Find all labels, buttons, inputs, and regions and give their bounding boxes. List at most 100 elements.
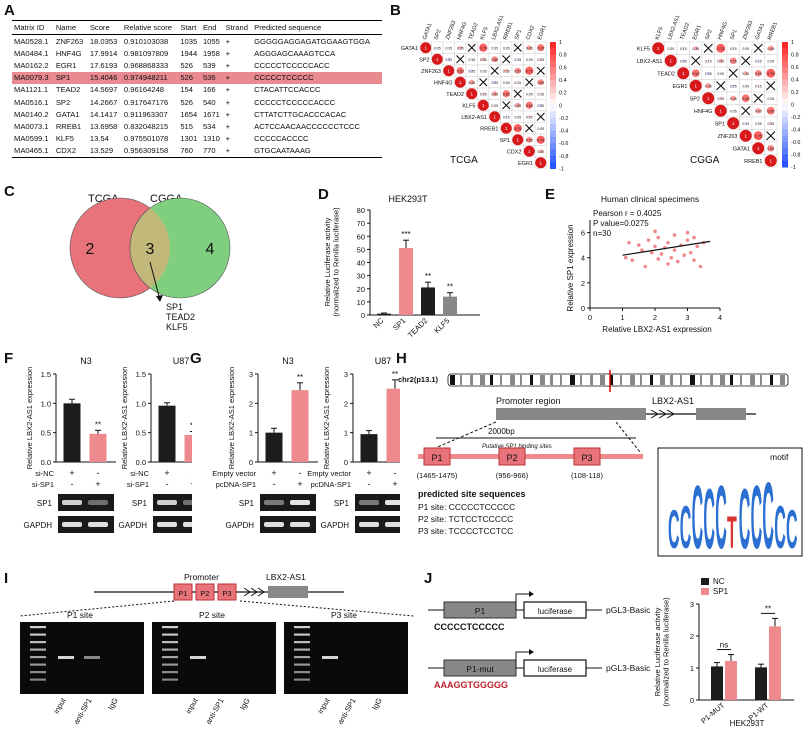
panel-label-h: H: [396, 350, 407, 367]
chromosome-band: [530, 375, 533, 385]
table-cell: MA0079.3: [12, 71, 54, 84]
chart-j-category: P1-MUT: [699, 700, 726, 725]
matrix-value: 0.15: [755, 59, 762, 63]
scatter-chart-e: Human clinical specimens Pearson r = 0.40…: [566, 194, 722, 334]
motif-letter: C: [668, 498, 680, 560]
chip-zoom-left: [19, 600, 175, 617]
promoter-panel-h: chr2(p13.1) Promoter region LBX2-AS1 2000bp…: [398, 370, 803, 568]
matrix-value: 0.35: [503, 69, 510, 73]
chromosome-band: [740, 375, 742, 385]
chart-e-point: [675, 259, 680, 264]
chip-site-name: P3: [222, 589, 231, 598]
blot-band: [385, 500, 400, 505]
matrix-value: 1: [744, 133, 747, 138]
gel-ladder-band: [30, 626, 46, 629]
panel-label-c: C: [4, 183, 15, 200]
expr-y-tick-label: 1: [249, 429, 253, 438]
table-cell: 536: [200, 71, 224, 84]
chromosome-band: [720, 375, 725, 385]
scale-block: [782, 92, 788, 99]
table-row: MA0528.1 ZNF263 18.0353 0.910103038 1035 1055…: [12, 35, 382, 48]
binding-site-box: [573, 447, 601, 466]
gel-ladder-band: [294, 648, 310, 651]
gel-ladder-band: [30, 641, 46, 644]
matrix-diag-circle: [454, 76, 466, 88]
chart-e-point: [666, 240, 670, 245]
matrix-cross: [456, 55, 465, 64]
chart-j-xlabel: HEK293T: [730, 719, 765, 728]
matrix-cross: [479, 78, 488, 87]
construct-vector: pGL3-Basic: [606, 663, 651, 673]
scale-block: [782, 148, 788, 155]
exon-box-2: [696, 408, 746, 420]
table-cell: MA0484.1: [14, 48, 49, 58]
matrix-col-label: SP1: [514, 29, 523, 41]
expr-ylabel: Relative LBX2-AS1 expression: [322, 367, 331, 470]
scale-block: [782, 135, 788, 143]
matrix-circle: [504, 68, 509, 73]
matrix-value: 1: [424, 45, 427, 50]
matrix-cross: [753, 43, 763, 53]
table-cell: 154: [180, 85, 193, 95]
table-cell: 14.1417: [89, 109, 118, 119]
table-cell: GTGCAATAAAG: [252, 144, 382, 158]
matrix-circle: [515, 102, 521, 108]
matrix-value: 0.05: [742, 84, 749, 88]
matrix-value: 0.45: [767, 47, 774, 51]
motif-letter: C: [774, 495, 786, 562]
matrix-value: 0.45: [730, 97, 737, 101]
scale-block: [550, 155, 556, 163]
scale-block: [550, 136, 556, 144]
gel-lane-label: input: [184, 696, 200, 715]
matrix-col-label: ZNF263: [742, 20, 754, 41]
matrix-value: 0.05: [434, 46, 441, 50]
transcription-arrows: [650, 409, 676, 419]
matrix-value: 0.05: [480, 69, 487, 73]
matrix-value: 0.05: [730, 109, 737, 113]
matrix-diag-circle: [489, 111, 501, 123]
table-cell: 18.0353: [89, 36, 118, 46]
gel-ladder-band: [294, 671, 310, 674]
matrix-value: 0.15: [491, 46, 498, 50]
chromosome-band: [750, 375, 755, 385]
matrix-circle: [691, 69, 700, 78]
table-cell: 17.6193: [89, 60, 118, 70]
scale-tick: 0.2: [791, 90, 799, 96]
matrix-value: 0.15: [730, 47, 737, 51]
scale-block: [550, 92, 556, 100]
matrix-circle: [716, 43, 726, 53]
scale-block: [782, 117, 788, 124]
chart-e-point: [643, 264, 648, 269]
expr-sig: **: [95, 420, 101, 429]
matrix-circle: [767, 144, 775, 152]
matrix-value: 0.35: [742, 72, 749, 76]
matrix-row-label: RREB1: [744, 159, 762, 165]
scale-tick: -0.4: [791, 128, 800, 134]
table-cell: 0.910103038: [123, 36, 169, 46]
matrix-value: 0.05: [717, 72, 724, 76]
gel-ladder-band: [162, 656, 178, 659]
matrix-value: 0.25: [526, 115, 533, 119]
matrix-caption: CGGA: [690, 155, 720, 166]
matrix-value: 1: [539, 160, 542, 165]
table-cell: +: [225, 48, 231, 58]
matrix-row-label: ZNF263: [421, 69, 441, 75]
matrix-caption: TCGA: [450, 155, 478, 166]
scale-block: [550, 73, 556, 81]
table-header-cell: Predicted sequence: [252, 20, 382, 35]
scale-block: [782, 142, 788, 149]
table-cell: CCCCCTCCCCCACCC: [254, 97, 336, 107]
chart-e-point: [627, 240, 631, 245]
matrix-diag-circle: [431, 53, 443, 65]
matrix-circle: [768, 45, 774, 51]
scale-block: [550, 67, 556, 75]
matrix-value: 0.35: [457, 46, 464, 50]
blot-band: [183, 522, 192, 527]
expr-sig: **: [190, 421, 192, 430]
matrix-diag-circle: [500, 122, 512, 134]
gel-ladder-band: [294, 633, 310, 636]
matrix-circle: [525, 101, 533, 109]
zoom-line-right: [615, 421, 641, 453]
expr-bar: [386, 388, 400, 462]
table-cell: MA0516.1: [14, 97, 49, 107]
